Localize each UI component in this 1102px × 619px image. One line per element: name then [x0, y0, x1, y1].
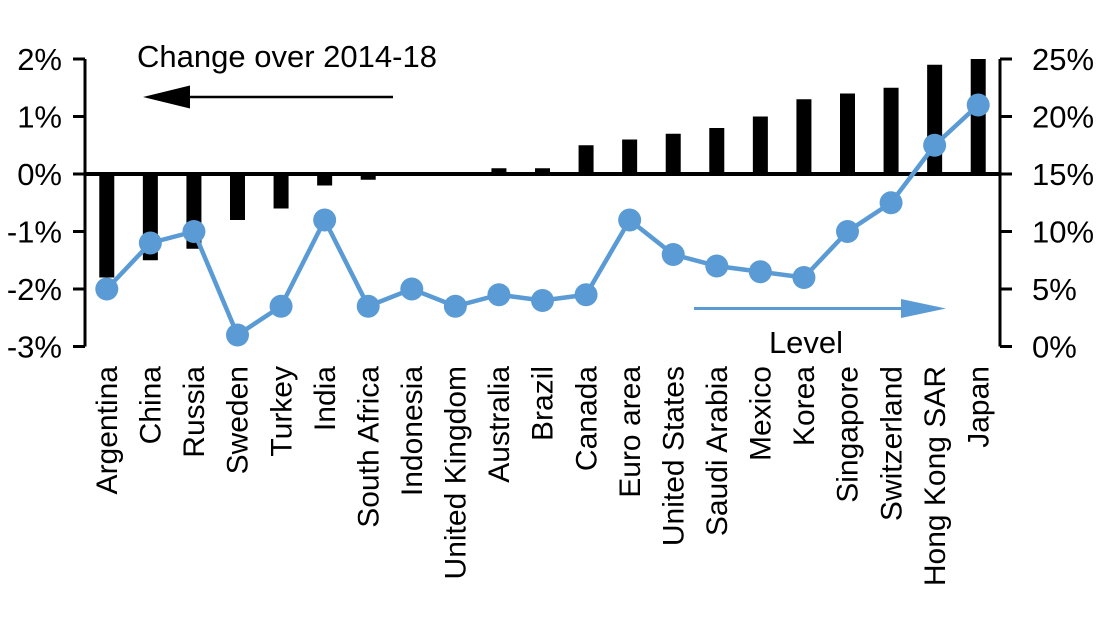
level-arrow-head-right-icon	[901, 299, 946, 318]
level-point	[400, 277, 424, 301]
level-point	[531, 289, 554, 312]
category-label: Saudi Arabia	[701, 366, 734, 536]
category-label: Argentina	[91, 366, 124, 495]
left-axis-tick-label: 1%	[17, 100, 62, 135]
category-label: Canada	[570, 366, 603, 471]
right-axis-tick-label: 20%	[1032, 100, 1094, 135]
right-axis-tick-label: 0%	[1032, 330, 1077, 365]
level-point	[182, 220, 206, 243]
change-arrow-head-left-icon	[143, 85, 190, 109]
change-bar	[360, 174, 376, 180]
level-point	[879, 191, 903, 215]
left-axis-tick-label: -1%	[7, 215, 62, 250]
level-point	[792, 266, 816, 289]
category-label: Turkey	[265, 366, 298, 457]
category-label: Sweden	[222, 366, 255, 474]
level-point	[923, 133, 947, 157]
category-label: Singapore	[832, 366, 865, 503]
level-point	[356, 294, 380, 318]
change-bar	[535, 168, 550, 174]
change-annotation: Change over 2014-18	[137, 39, 437, 109]
level-point	[618, 208, 642, 232]
level-point	[748, 260, 772, 284]
level-point	[966, 93, 990, 117]
level-point	[269, 294, 293, 318]
left-axis-tick-label: -3%	[7, 330, 62, 365]
level-point	[138, 231, 162, 255]
category-label: South Africa	[352, 366, 385, 528]
change-bar	[273, 174, 289, 209]
level-annotation-label: Level	[769, 325, 843, 360]
left-axis-tick-label: 2%	[17, 42, 62, 77]
level-point	[705, 254, 729, 278]
category-label: Mexico	[745, 366, 778, 461]
category-label: Korea	[788, 366, 821, 446]
right-axis-tick-label: 10%	[1032, 215, 1094, 250]
level-point	[836, 220, 859, 243]
right-axis-tick-label: 5%	[1032, 272, 1077, 307]
change-bar	[709, 128, 725, 174]
level-point	[95, 277, 119, 301]
category-label: Indonesia	[396, 366, 429, 496]
change-bar	[840, 93, 855, 174]
category-label: Australia	[483, 366, 516, 483]
category-label: Euro area	[614, 366, 647, 498]
change-bar	[317, 174, 333, 186]
change-bar	[796, 99, 812, 174]
change-bar	[752, 116, 768, 174]
level-point	[443, 294, 467, 318]
level-point	[313, 208, 337, 232]
category-label: United States	[657, 366, 690, 546]
change-bar	[927, 64, 943, 174]
change-bar	[99, 174, 115, 278]
change-bar	[883, 87, 899, 174]
category-label: China	[135, 366, 168, 445]
change-bar	[622, 139, 638, 174]
plot-layer: 2% 1% 0% -1% -2% -3% 25% 20% 15% 10% 5% 0% Argentina…	[7, 42, 1094, 586]
level-point	[487, 283, 511, 307]
level-point	[226, 323, 249, 347]
level-annotation: Level	[694, 299, 946, 360]
category-label: Switzerland	[875, 366, 908, 521]
level-point	[661, 243, 685, 266]
change-bar	[230, 174, 245, 220]
category-label: India	[309, 366, 342, 431]
left-axis-tick-label: 0%	[17, 157, 62, 192]
change-bar	[665, 133, 681, 174]
right-axis-tick-label: 15%	[1032, 157, 1094, 192]
category-label: United Kingdom	[440, 366, 473, 579]
change-annotation-label: Change over 2014-18	[137, 39, 437, 74]
change-bar	[578, 145, 594, 174]
category-label: Russia	[178, 366, 211, 458]
category-label: Brazil	[527, 366, 560, 441]
right-axis-tick-label: 25%	[1032, 42, 1094, 77]
left-axis-tick-label: -2%	[7, 272, 62, 307]
level-point	[574, 283, 598, 307]
category-label: Japan	[962, 366, 995, 448]
category-label: Hong Kong SAR	[919, 366, 952, 586]
change-bar	[491, 168, 507, 174]
